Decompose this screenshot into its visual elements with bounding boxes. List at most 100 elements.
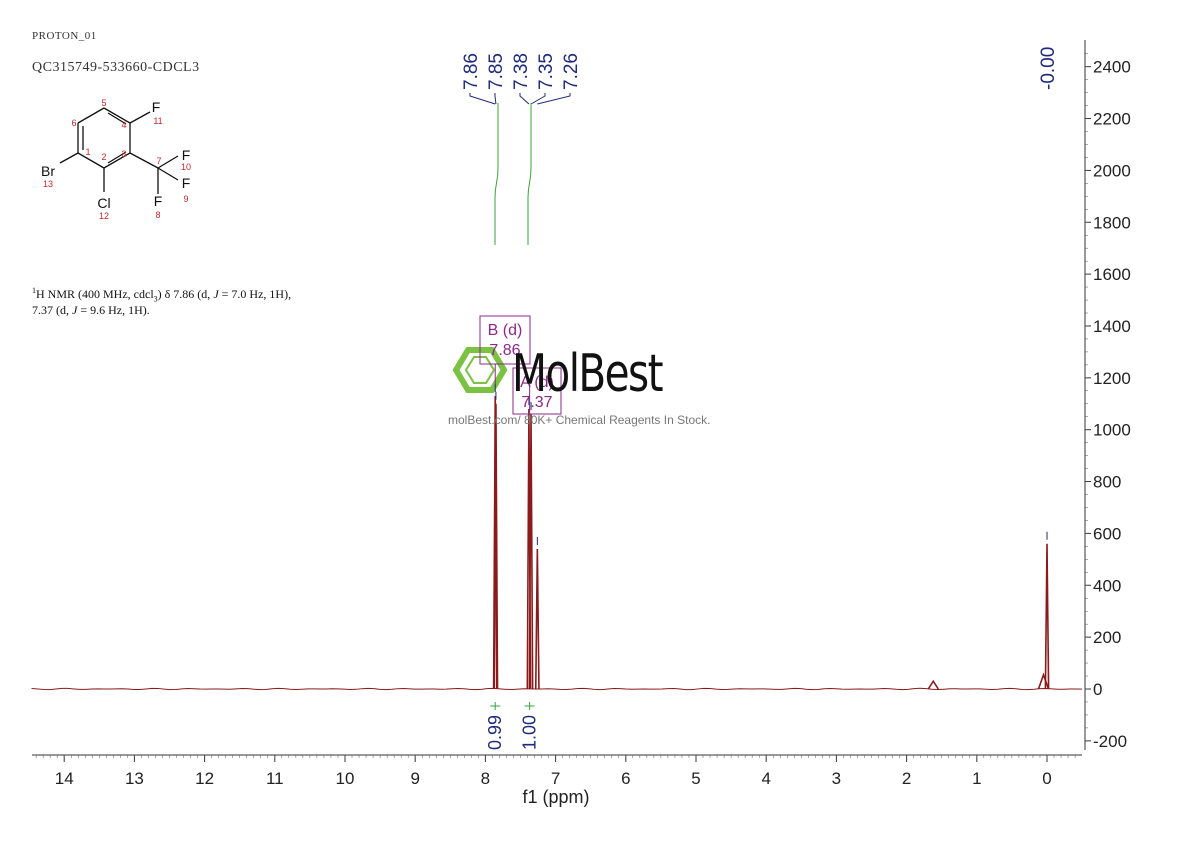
atom-f-8: F — [154, 193, 163, 209]
x-tick-label-8: 8 — [481, 769, 490, 788]
x-axis-label: f1 (ppm) — [522, 787, 589, 807]
peak-label-zero: -0.00 — [1038, 47, 1059, 90]
x-tick-label-5: 5 — [691, 769, 700, 788]
multiplet-name-1: A (d) — [520, 374, 554, 391]
peak-connector-7.35 — [530, 93, 546, 105]
atom-number-9: 9 — [183, 194, 188, 204]
spectrum-peak-1 — [493, 403, 499, 690]
x-tick-label-2: 2 — [902, 769, 911, 788]
experiment-name: PROTON_01 — [32, 30, 97, 42]
y-tick-label-600: 600 — [1093, 524, 1121, 543]
atom-f-11: F — [152, 99, 161, 115]
peak-label-7.86: 7.86 — [461, 53, 482, 90]
y-tick-label-2400: 2400 — [1093, 58, 1131, 77]
peak-label-7.35: 7.35 — [536, 53, 557, 90]
y-tick-label-1400: 1400 — [1093, 317, 1131, 336]
ring-number-4: 4 — [121, 120, 126, 130]
spectrum-peak-6 — [1037, 672, 1050, 690]
atom-number-8: 8 — [155, 210, 160, 220]
bond-7-f10 — [157, 155, 179, 169]
bond-1-2 — [77, 152, 105, 169]
nmr-text-c: = 7.0 Hz, 1H), — [218, 287, 292, 301]
ring-number-1: 1 — [85, 147, 90, 157]
x-tick-label-9: 9 — [410, 769, 419, 788]
y-tick-label-400: 400 — [1093, 576, 1121, 595]
atom-number-13: 13 — [43, 179, 53, 189]
x-tick-label-14: 14 — [55, 769, 74, 788]
nmr-subscript: 3 — [153, 294, 158, 304]
nmr-text-a: H NMR (400 MHz, cdcl — [36, 287, 154, 301]
peak-connector-7.38 — [519, 93, 530, 105]
double-bond-4-5 — [107, 112, 127, 125]
peak-label-7.85: 7.85 — [486, 53, 507, 90]
x-tick-label-7: 7 — [551, 769, 560, 788]
spectrum-peak-7 — [1044, 543, 1050, 690]
y-tick-label-0: 0 — [1093, 680, 1102, 699]
ring-number-3: 3 — [121, 149, 126, 159]
nmr-text-b: ) δ 7.86 (d, — [157, 287, 214, 301]
j-symbol-2: J — [72, 303, 78, 317]
nmr-superscript: 1 — [32, 286, 36, 295]
y-tick-label-200: 200 — [1093, 628, 1121, 647]
bond-7-f9 — [157, 167, 179, 181]
x-tick-label-4: 4 — [761, 769, 770, 788]
spectrum-baseline — [31, 687, 1083, 691]
spectrum-peak-4 — [534, 548, 540, 690]
multiplet-box-0 — [479, 315, 531, 365]
x-tick-label-11: 11 — [266, 769, 284, 788]
ring-number-6: 6 — [71, 118, 76, 128]
nmr-description-line-1: 1H NMR (400 MHz, cdcl3) δ 7.86 (d, J = 7… — [32, 286, 291, 303]
atom-number-10: 10 — [181, 162, 191, 172]
y-tick-label-1600: 1600 — [1093, 265, 1131, 284]
nmr-text-e: = 9.6 Hz, 1H). — [77, 303, 150, 317]
y-tick-label-1200: 1200 — [1093, 369, 1131, 388]
atom-number-11: 11 — [153, 116, 162, 126]
integral-value-0: 0.99 — [485, 715, 505, 750]
nmr-description-line-2: 7.37 (d, J = 9.6 Hz, 1H). — [32, 303, 150, 318]
y-tick-label-800: 800 — [1093, 473, 1121, 492]
integral-curve-0 — [494, 103, 499, 245]
peak-label-7.26: 7.26 — [561, 53, 582, 90]
bond-4-f — [129, 111, 151, 124]
atom-cl-12: Cl — [97, 195, 110, 211]
x-tick-label-6: 6 — [621, 769, 630, 788]
atom-f-10: F — [182, 147, 191, 163]
multiplet-name-0: B (d) — [488, 322, 523, 339]
atom-br-13: Br — [41, 163, 55, 179]
x-tick-label-13: 13 — [125, 769, 144, 788]
x-tick-label-0: 0 — [1042, 769, 1051, 788]
x-tick-label-10: 10 — [336, 769, 355, 788]
ring-number-7: 7 — [156, 156, 161, 166]
integral-bracket-1 — [524, 702, 535, 710]
watermark-brand: MolBest — [512, 344, 664, 404]
y-tick-label-2000: 2000 — [1093, 161, 1131, 180]
molbest-logo-icon — [452, 347, 508, 393]
atom-number-12: 12 — [99, 211, 109, 221]
bond-1-br — [59, 152, 79, 164]
double-bond-2-3 — [107, 151, 127, 164]
ring-number-2: 2 — [101, 152, 106, 162]
y-tick-label-1800: 1800 — [1093, 213, 1131, 232]
y-tick-label-1000: 1000 — [1093, 421, 1131, 440]
y-tick-label--200: -200 — [1093, 732, 1127, 751]
atom-f-9: F — [182, 175, 191, 191]
peak-connector-7.85 — [494, 93, 497, 105]
x-tick-label-12: 12 — [195, 769, 214, 788]
multiplet-shift-0: 7.86 — [489, 342, 520, 359]
integral-curve-1 — [527, 103, 532, 245]
x-tick-label-1: 1 — [972, 769, 981, 788]
bond-3-7 — [129, 152, 159, 169]
x-tick-label-3: 3 — [832, 769, 841, 788]
y-tick-label-2200: 2200 — [1093, 110, 1131, 129]
watermark-tagline: molBest.com/ 80K+ Chemical Reagents In S… — [448, 413, 711, 427]
peak-connector-7.86 — [469, 93, 496, 105]
peak-label-7.38: 7.38 — [511, 53, 532, 90]
ring-number-5: 5 — [101, 98, 106, 108]
multiplet-box-1 — [512, 367, 562, 415]
integral-value-1: 1.00 — [520, 715, 540, 750]
nmr-text-d: 7.37 (d, — [32, 303, 72, 317]
bond-4-5 — [103, 107, 131, 124]
bond-5-6 — [77, 107, 105, 124]
peak-connector-7.26 — [537, 93, 571, 105]
